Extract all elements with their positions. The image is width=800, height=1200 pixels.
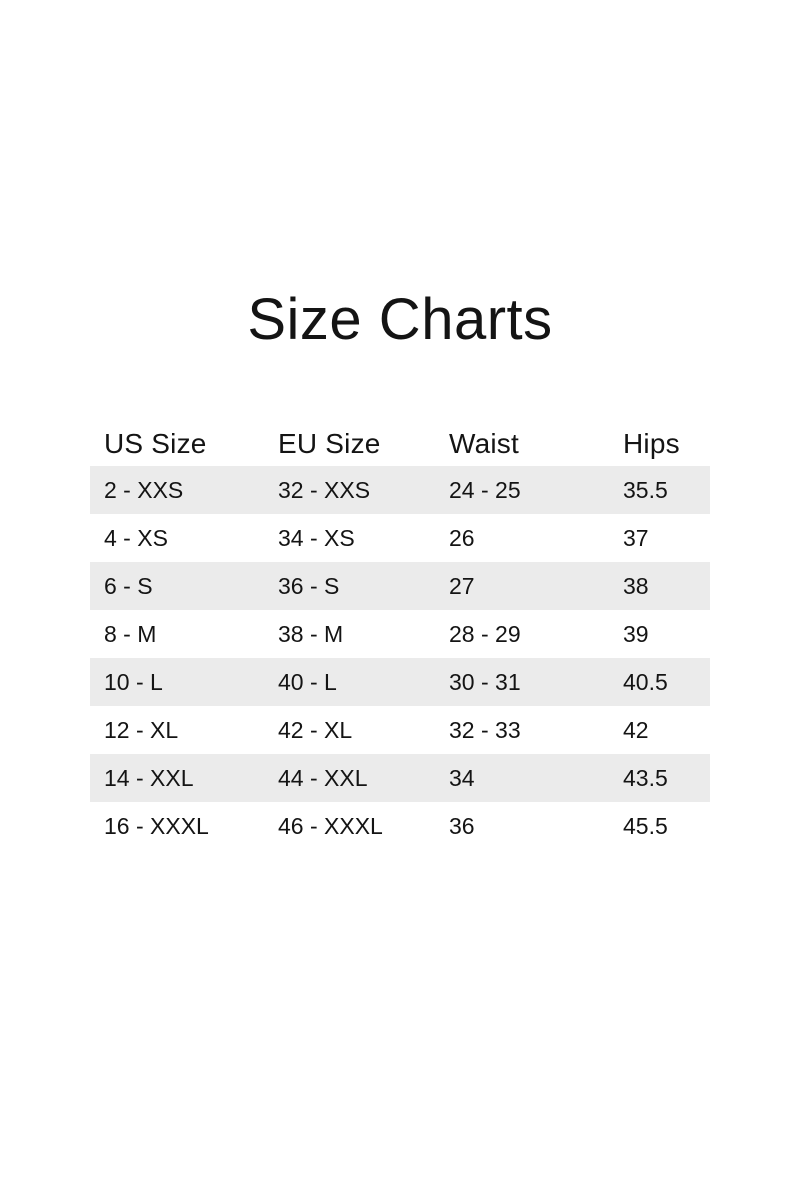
cell-us-size: 14 - XXL — [104, 764, 194, 791]
table-header-row: US Size EU Size Waist Hips — [90, 422, 710, 466]
cell-eu-size: 36 - S — [278, 572, 340, 599]
cell-eu-size: 46 - XXXL — [278, 812, 383, 839]
cell-eu-size: 44 - XXL — [278, 764, 368, 791]
cell-eu-size: 34 - XS — [278, 524, 355, 551]
cell-hips: 39 — [623, 620, 649, 647]
cell-eu-size: 38 - M — [278, 620, 344, 647]
column-header-eu-size: EU Size — [278, 428, 381, 460]
column-header-hips: Hips — [623, 428, 680, 460]
size-chart-page: Size Charts US Size EU Size Waist Hips 2… — [90, 287, 710, 850]
size-chart-table: US Size EU Size Waist Hips 2 - XXS 32 - … — [90, 422, 710, 850]
cell-eu-size: 40 - L — [278, 668, 337, 695]
cell-us-size: 10 - L — [104, 668, 163, 695]
table-body: 2 - XXS 32 - XXS 24 - 25 35.5 4 - XS 34 … — [90, 466, 710, 850]
column-header-waist: Waist — [449, 428, 519, 460]
cell-hips: 37 — [623, 524, 649, 551]
cell-hips: 35.5 — [623, 476, 668, 503]
table-row: 10 - L 40 - L 30 - 31 40.5 — [90, 658, 710, 707]
cell-hips: 40.5 — [623, 668, 668, 695]
table-row: 14 - XXL 44 - XXL 34 43.5 — [90, 754, 710, 803]
cell-hips: 42 — [623, 716, 649, 743]
column-header-us-size: US Size — [104, 428, 207, 460]
table-row: 4 - XS 34 - XS 26 37 — [90, 514, 710, 562]
cell-us-size: 12 - XL — [104, 716, 179, 743]
cell-waist: 27 — [449, 572, 475, 599]
cell-us-size: 16 - XXXL — [104, 812, 209, 839]
cell-eu-size: 42 - XL — [278, 716, 353, 743]
table-row: 12 - XL 42 - XL 32 - 33 42 — [90, 706, 710, 754]
table-row: 2 - XXS 32 - XXS 24 - 25 35.5 — [90, 466, 710, 515]
cell-waist: 24 - 25 — [449, 476, 521, 503]
cell-us-size: 6 - S — [104, 572, 153, 599]
cell-waist: 34 — [449, 764, 475, 791]
cell-us-size: 4 - XS — [104, 524, 168, 551]
table-row: 8 - M 38 - M 28 - 29 39 — [90, 610, 710, 658]
page-title: Size Charts — [247, 287, 553, 352]
table-row: 6 - S 36 - S 27 38 — [90, 562, 710, 611]
table-row: 16 - XXXL 46 - XXXL 36 45.5 — [90, 802, 710, 850]
cell-waist: 28 - 29 — [449, 620, 521, 647]
cell-waist: 26 — [449, 524, 475, 551]
cell-eu-size: 32 - XXS — [278, 476, 371, 503]
cell-hips: 43.5 — [623, 764, 668, 791]
cell-waist: 32 - 33 — [449, 716, 521, 743]
cell-waist: 36 — [449, 812, 475, 839]
cell-us-size: 2 - XXS — [104, 476, 184, 503]
cell-us-size: 8 - M — [104, 620, 157, 647]
cell-hips: 45.5 — [623, 812, 668, 839]
cell-hips: 38 — [623, 572, 649, 599]
cell-waist: 30 - 31 — [449, 668, 521, 695]
